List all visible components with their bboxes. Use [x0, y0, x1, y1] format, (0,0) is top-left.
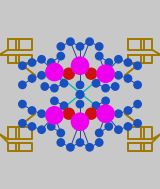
Point [31, 109, 33, 112]
Point [136, 83, 139, 86]
Point [69, 40, 72, 43]
Point [79, 83, 81, 86]
Point [79, 120, 81, 123]
Point [90, 112, 92, 115]
Point [21, 83, 24, 86]
Point [50, 125, 52, 128]
Point [68, 112, 70, 115]
Point [117, 128, 120, 131]
Point [98, 131, 100, 134]
Point [50, 61, 52, 64]
Point [136, 64, 139, 67]
Point [98, 45, 100, 48]
Point [79, 93, 81, 96]
Point [31, 125, 33, 128]
Point [31, 77, 33, 80]
Point [79, 64, 81, 67]
Point [90, 72, 92, 75]
Point [117, 112, 120, 115]
Point [95, 82, 97, 85]
Point [40, 128, 43, 131]
Point [60, 131, 62, 134]
Point [53, 114, 56, 117]
Point [104, 112, 107, 115]
Point [40, 112, 43, 115]
Point [136, 103, 139, 106]
Point [114, 85, 116, 88]
Point [60, 55, 62, 58]
Point [21, 103, 24, 106]
Point [117, 58, 120, 61]
Point [53, 99, 56, 102]
Point [127, 77, 129, 80]
Point [88, 40, 91, 43]
Point [60, 141, 62, 144]
Point [63, 104, 65, 107]
Point [31, 61, 33, 64]
Point [21, 122, 24, 125]
Point [40, 74, 43, 77]
Point [117, 74, 120, 77]
Point [44, 85, 46, 88]
Point [69, 146, 72, 149]
Point [88, 146, 91, 149]
Point [53, 87, 56, 90]
Point [127, 109, 129, 112]
Point [98, 141, 100, 144]
Point [79, 141, 81, 144]
Point [95, 104, 97, 107]
Point [136, 122, 139, 125]
Point [60, 45, 62, 48]
Point [79, 103, 81, 106]
Point [104, 99, 107, 102]
Point [79, 93, 81, 96]
Point [79, 45, 81, 48]
Point [108, 125, 110, 128]
Point [127, 125, 129, 128]
Point [68, 72, 70, 75]
Point [104, 87, 107, 90]
Point [40, 58, 43, 61]
Point [53, 70, 56, 74]
Point [21, 64, 24, 67]
Point [63, 82, 65, 85]
Point [127, 61, 129, 64]
Point [98, 55, 100, 58]
Point [108, 61, 110, 64]
Point [104, 72, 107, 75]
